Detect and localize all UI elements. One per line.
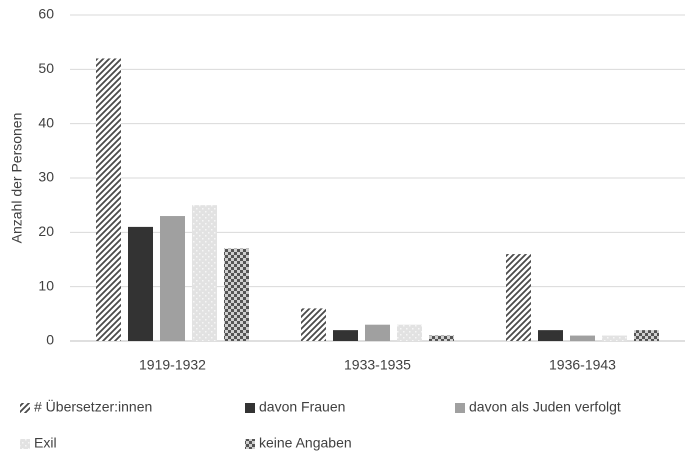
legend-swatch: [20, 403, 30, 413]
bar: [96, 58, 121, 341]
bar: [192, 205, 217, 341]
bar: [429, 335, 454, 341]
bar: [506, 254, 531, 341]
bar: [224, 248, 249, 341]
legend-swatch: [20, 439, 30, 449]
bar: [634, 330, 659, 341]
y-tick-label: 60: [38, 6, 54, 22]
legend-label: davon als Juden verfolgt: [469, 399, 621, 415]
bar: [301, 308, 326, 341]
bar: [365, 324, 390, 341]
y-tick-label: 40: [38, 114, 54, 130]
bar: [333, 330, 358, 341]
bar: [538, 330, 563, 341]
bar: [128, 226, 153, 341]
legend-swatch: [245, 403, 255, 413]
bar: [602, 335, 627, 341]
y-tick-label: 30: [38, 169, 54, 185]
y-axis-label: Anzahl der Personen: [9, 113, 25, 244]
legend-label: davon Frauen: [259, 399, 345, 415]
x-tick-label: 1936-1943: [549, 357, 616, 373]
y-tick-label: 50: [38, 60, 54, 76]
x-tick-label: 1933-1935: [344, 357, 411, 373]
legend-label: keine Angaben: [259, 435, 352, 451]
legend-label: # Übersetzer:innen: [34, 398, 152, 415]
y-tick-label: 0: [46, 332, 54, 348]
y-tick-label: 10: [38, 277, 54, 293]
legend-swatch: [245, 439, 255, 449]
x-tick-label: 1919-1932: [139, 357, 206, 373]
bar: [397, 324, 422, 341]
bar: [160, 216, 185, 341]
legend-label: Exil: [34, 435, 57, 451]
bar: [570, 335, 595, 341]
y-tick-label: 20: [38, 223, 54, 239]
legend-swatch: [455, 403, 465, 413]
